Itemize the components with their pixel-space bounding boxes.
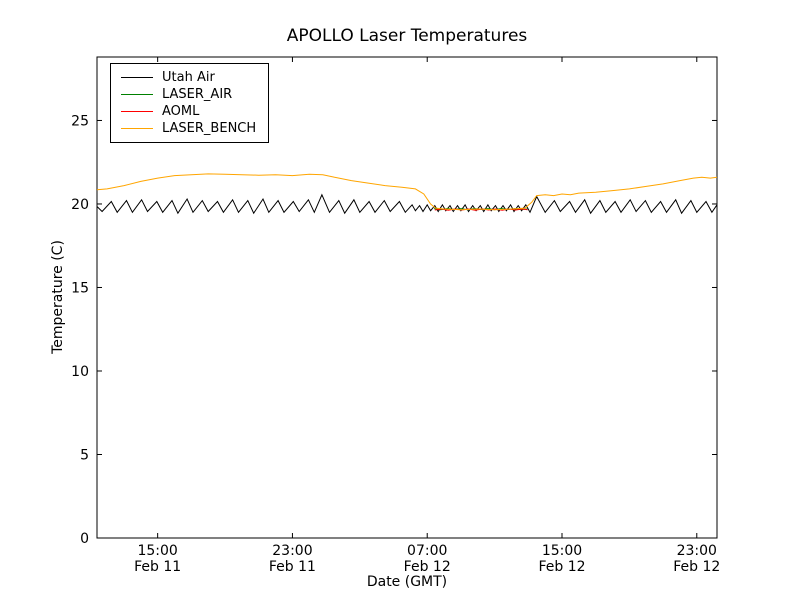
x-tick-label: 23:00: [272, 543, 312, 559]
legend-item-laser-bench: LASER_BENCH: [121, 120, 256, 137]
legend-label: LASER_AIR: [162, 87, 233, 102]
x-tick-label: 07:00: [407, 543, 447, 559]
y-tick-label: 5: [80, 447, 89, 463]
x-tick-label: Feb 12: [538, 559, 585, 575]
legend-label: LASER_BENCH: [162, 121, 257, 136]
x-tick-label: Feb 11: [269, 559, 316, 575]
x-tick-label: Feb 11: [134, 559, 181, 575]
legend-line-sample: [121, 77, 153, 78]
legend-line-sample: [121, 111, 153, 112]
legend-line-sample: [121, 94, 153, 95]
legend-line-sample: [121, 128, 153, 129]
y-tick-label: 0: [80, 531, 89, 547]
y-tick-label: 15: [71, 280, 89, 296]
x-tick-label: 15:00: [137, 543, 177, 559]
x-tick-label: 23:00: [677, 543, 717, 559]
series-laser-bench: [96, 173, 718, 211]
chart-title: APOLLO Laser Temperatures: [286, 26, 528, 46]
legend-item-utah-air: Utah Air: [121, 69, 256, 86]
legend-label: Utah Air: [162, 70, 215, 85]
x-axis-label: Date (GMT): [366, 574, 448, 590]
legend: Utah Air LASER_AIR AOML LASER_BENCH: [110, 63, 270, 143]
y-tick-label: 25: [71, 113, 89, 129]
series-utah-air: [96, 193, 718, 215]
legend-label: AOML: [162, 104, 200, 119]
y-tick-label: 10: [71, 364, 89, 380]
x-tick-label: Feb 12: [673, 559, 720, 575]
y-tick-label: 20: [71, 197, 89, 213]
legend-item-laser-air: LASER_AIR: [121, 86, 256, 103]
legend-item-aoml: AOML: [121, 103, 256, 120]
y-axis-label: Temperature (C): [50, 240, 66, 354]
x-tick-label: 15:00: [542, 543, 582, 559]
x-tick-label: Feb 12: [404, 559, 451, 575]
